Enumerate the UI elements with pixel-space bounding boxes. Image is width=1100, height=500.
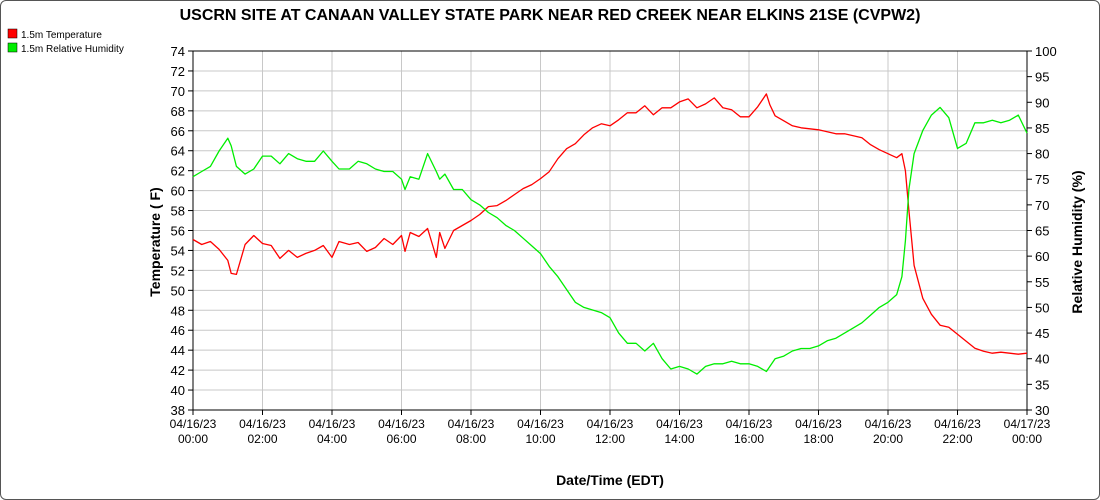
x-tick-label-time: 10:00 <box>525 432 555 446</box>
y-tick-label-right: 100 <box>1035 44 1057 59</box>
y-tick-label-left: 56 <box>171 224 185 239</box>
x-tick-label-time: 02:00 <box>247 432 277 446</box>
y-tick-label-right: 90 <box>1035 95 1049 110</box>
y-tick-label-right: 85 <box>1035 121 1049 136</box>
y-tick-label-left: 62 <box>171 164 185 179</box>
humidity-line <box>192 106 1028 375</box>
y-tick-label-left: 48 <box>171 303 185 318</box>
y-tick-label-left: 46 <box>171 323 185 338</box>
x-tick-label-date: 04/16/23 <box>726 417 773 431</box>
y-tick-label-right: 30 <box>1035 403 1049 418</box>
x-tick-label-date: 04/16/23 <box>309 417 356 431</box>
x-tick-label-time: 18:00 <box>803 432 833 446</box>
x-tick-label-date: 04/16/23 <box>865 417 912 431</box>
legend-swatch-temperature <box>7 28 18 39</box>
legend-label-humidity: 1.5m Relative Humidity <box>21 44 124 55</box>
y-tick-label-right: 75 <box>1035 172 1049 187</box>
x-tick-label-date: 04/16/23 <box>934 417 981 431</box>
x-tick-label-date: 04/16/23 <box>170 417 217 431</box>
x-tick-label-time: 22:00 <box>942 432 972 446</box>
x-tick-label-date: 04/16/23 <box>517 417 564 431</box>
y-tick-label-left: 54 <box>171 243 185 258</box>
y-tick-label-left: 44 <box>171 343 185 358</box>
y-tick-label-left: 38 <box>171 403 185 418</box>
y-tick-label-right: 60 <box>1035 249 1049 264</box>
x-tick-label-date: 04/17/23 <box>1004 417 1051 431</box>
x-tick-label-time: 20:00 <box>873 432 903 446</box>
y-tick-label-left: 66 <box>171 124 185 139</box>
temperature-line <box>192 93 1028 355</box>
y-tick-label-left: 52 <box>171 263 185 278</box>
y-tick-label-right: 35 <box>1035 377 1049 392</box>
x-tick-label-date: 04/16/23 <box>448 417 495 431</box>
y-tick-label-right: 70 <box>1035 198 1049 213</box>
y-tick-label-left: 42 <box>171 363 185 378</box>
y-tick-label-left: 70 <box>171 84 185 99</box>
y-tick-label-right: 95 <box>1035 70 1049 85</box>
x-tick-label-time: 00:00 <box>178 432 208 446</box>
y-tick-label-right: 45 <box>1035 326 1049 341</box>
y-tick-label-right: 50 <box>1035 300 1049 315</box>
y-tick-label-right: 55 <box>1035 275 1049 290</box>
x-tick-label-date: 04/16/23 <box>587 417 634 431</box>
y-tick-label-left: 64 <box>171 144 185 159</box>
y-tick-label-left: 74 <box>171 44 185 59</box>
x-tick-label-date: 04/16/23 <box>656 417 703 431</box>
legend-swatch-humidity <box>7 42 18 53</box>
chart-title: USCRN SITE AT CANAAN VALLEY STATE PARK N… <box>180 7 921 24</box>
y-tick-label-left: 72 <box>171 64 185 79</box>
x-tick-label-date: 04/16/23 <box>378 417 425 431</box>
y-tick-label-left: 50 <box>171 283 185 298</box>
x-tick-label-date: 04/16/23 <box>239 417 286 431</box>
y-axis-label-left: Temperature ( F) <box>147 187 163 296</box>
y-tick-label-left: 40 <box>171 383 185 398</box>
gridlines <box>192 50 1028 411</box>
series-layer <box>192 93 1028 375</box>
y-tick-label-right: 40 <box>1035 352 1049 367</box>
axes: 04/16/2300:0004/16/2302:0004/16/2304:000… <box>170 44 1057 446</box>
y-tick-label-left: 58 <box>171 204 185 219</box>
x-tick-label-time: 04:00 <box>317 432 347 446</box>
legend-label-temperature: 1.5m Temperature <box>21 30 102 41</box>
y-tick-label-left: 60 <box>171 184 185 199</box>
x-axis-label: Date/Time (EDT) <box>556 472 664 488</box>
y-axis-label-right: Relative Humidity (%) <box>1069 170 1085 313</box>
x-tick-label-time: 12:00 <box>595 432 625 446</box>
x-tick-label-time: 08:00 <box>456 432 486 446</box>
x-tick-label-time: 06:00 <box>386 432 416 446</box>
y-tick-label-right: 80 <box>1035 147 1049 162</box>
x-tick-label-time: 14:00 <box>664 432 694 446</box>
x-tick-label-time: 00:00 <box>1012 432 1042 446</box>
legend: 1.5m Temperature 1.5m Relative Humidity <box>7 28 124 55</box>
x-tick-label-time: 16:00 <box>734 432 764 446</box>
y-tick-label-right: 65 <box>1035 224 1049 239</box>
plot-area-border <box>192 50 1028 411</box>
y-tick-label-left: 68 <box>171 104 185 119</box>
x-tick-label-date: 04/16/23 <box>795 417 842 431</box>
